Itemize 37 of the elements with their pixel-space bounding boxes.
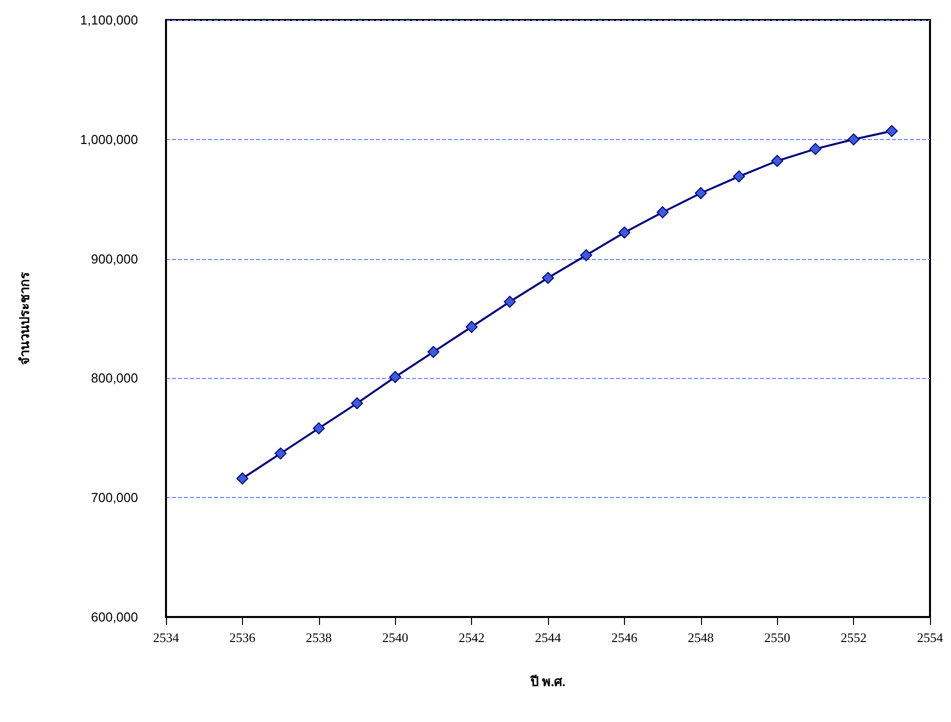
x-tick-label: 2552 (840, 630, 867, 645)
x-tick-label: 2536 (229, 630, 256, 645)
point (618, 226, 630, 239)
x-tick-label: 2546 (611, 630, 638, 645)
point (466, 320, 478, 333)
point (733, 170, 745, 182)
point (656, 206, 669, 218)
point (504, 296, 516, 308)
point (771, 154, 784, 167)
x-tick-label: 2550 (764, 630, 790, 645)
point (580, 249, 592, 262)
point (389, 371, 402, 384)
point (542, 272, 554, 284)
y-tick-label: 600,000 (91, 610, 138, 624)
point (351, 397, 363, 410)
y-tick-label: 1,000,000 (80, 132, 138, 147)
point (848, 133, 860, 146)
x-tick-label: 2540 (382, 630, 408, 645)
point (694, 187, 707, 200)
y-axis-title: จำนวนประชากร (17, 272, 32, 365)
point (886, 125, 898, 138)
x-tick-label: 2548 (688, 630, 714, 645)
x-tick-label: 2538 (306, 630, 332, 645)
x-tick-label: 2542 (458, 630, 485, 645)
y-tick-label: 800,000 (91, 370, 138, 386)
y-tick-label: 1,100,000 (80, 12, 138, 28)
x-tick-label: 2544 (535, 630, 562, 645)
x-axis-title: ปี พ.ศ. (530, 674, 566, 689)
x-tick-label: 2554 (917, 630, 944, 645)
point (809, 142, 822, 155)
y-tick-label: 700,000 (91, 490, 138, 506)
x-tick-label: 2534 (153, 630, 180, 645)
point (427, 346, 440, 358)
point (312, 422, 325, 434)
point (274, 447, 287, 460)
point (236, 472, 248, 484)
y-tick-label: 900,000 (91, 251, 138, 266)
